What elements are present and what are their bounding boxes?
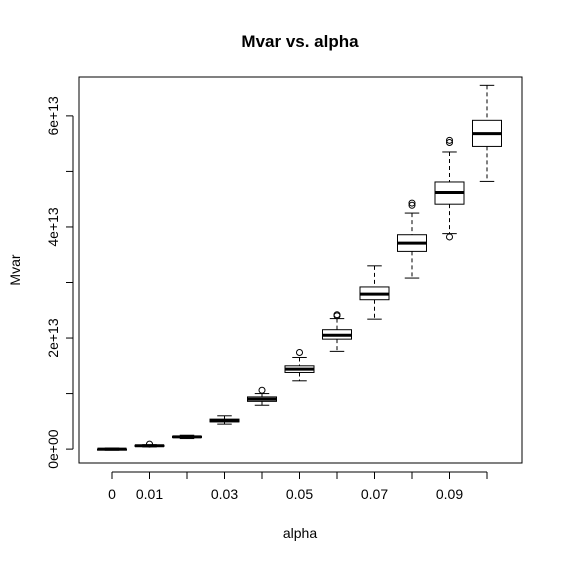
- box-group: [360, 266, 389, 319]
- y-tick-label: 4e+13: [45, 207, 61, 247]
- box-group: [435, 137, 464, 240]
- box-group: [210, 416, 239, 424]
- x-tick-label: 0.03: [211, 486, 238, 502]
- chart-title: Mvar vs. alpha: [241, 32, 359, 51]
- y-tick-label: 0e+00: [45, 429, 61, 469]
- x-tick-label: 0.01: [136, 486, 163, 502]
- box-group: [173, 435, 202, 438]
- box-series: [98, 85, 502, 450]
- outlier-point: [447, 234, 453, 240]
- outlier-point: [297, 349, 303, 355]
- x-axis: 0 0.01 0.03 0.05 0.07 0.09: [108, 472, 487, 502]
- box-group: [248, 387, 277, 405]
- x-axis-label: alpha: [283, 525, 317, 541]
- y-tick-label: 2e+13: [45, 318, 61, 358]
- box-group: [323, 312, 352, 352]
- box-group: [285, 349, 314, 380]
- x-tick-label: 0.07: [361, 486, 388, 502]
- plot-frame: [79, 77, 522, 463]
- y-tick-label: 6e+13: [45, 96, 61, 136]
- x-tick-label: 0.05: [286, 486, 313, 502]
- x-tick-label: 0: [108, 486, 116, 502]
- box-group: [98, 448, 127, 450]
- box-group: [135, 441, 164, 447]
- y-axis: 0e+00 2e+13 4e+13 6e+13: [45, 96, 73, 469]
- x-tick-label: 0.09: [436, 486, 463, 502]
- box-group: [398, 200, 427, 278]
- box-group: [473, 85, 502, 181]
- outlier-point: [259, 387, 265, 393]
- y-axis-label: Mvar: [7, 254, 23, 285]
